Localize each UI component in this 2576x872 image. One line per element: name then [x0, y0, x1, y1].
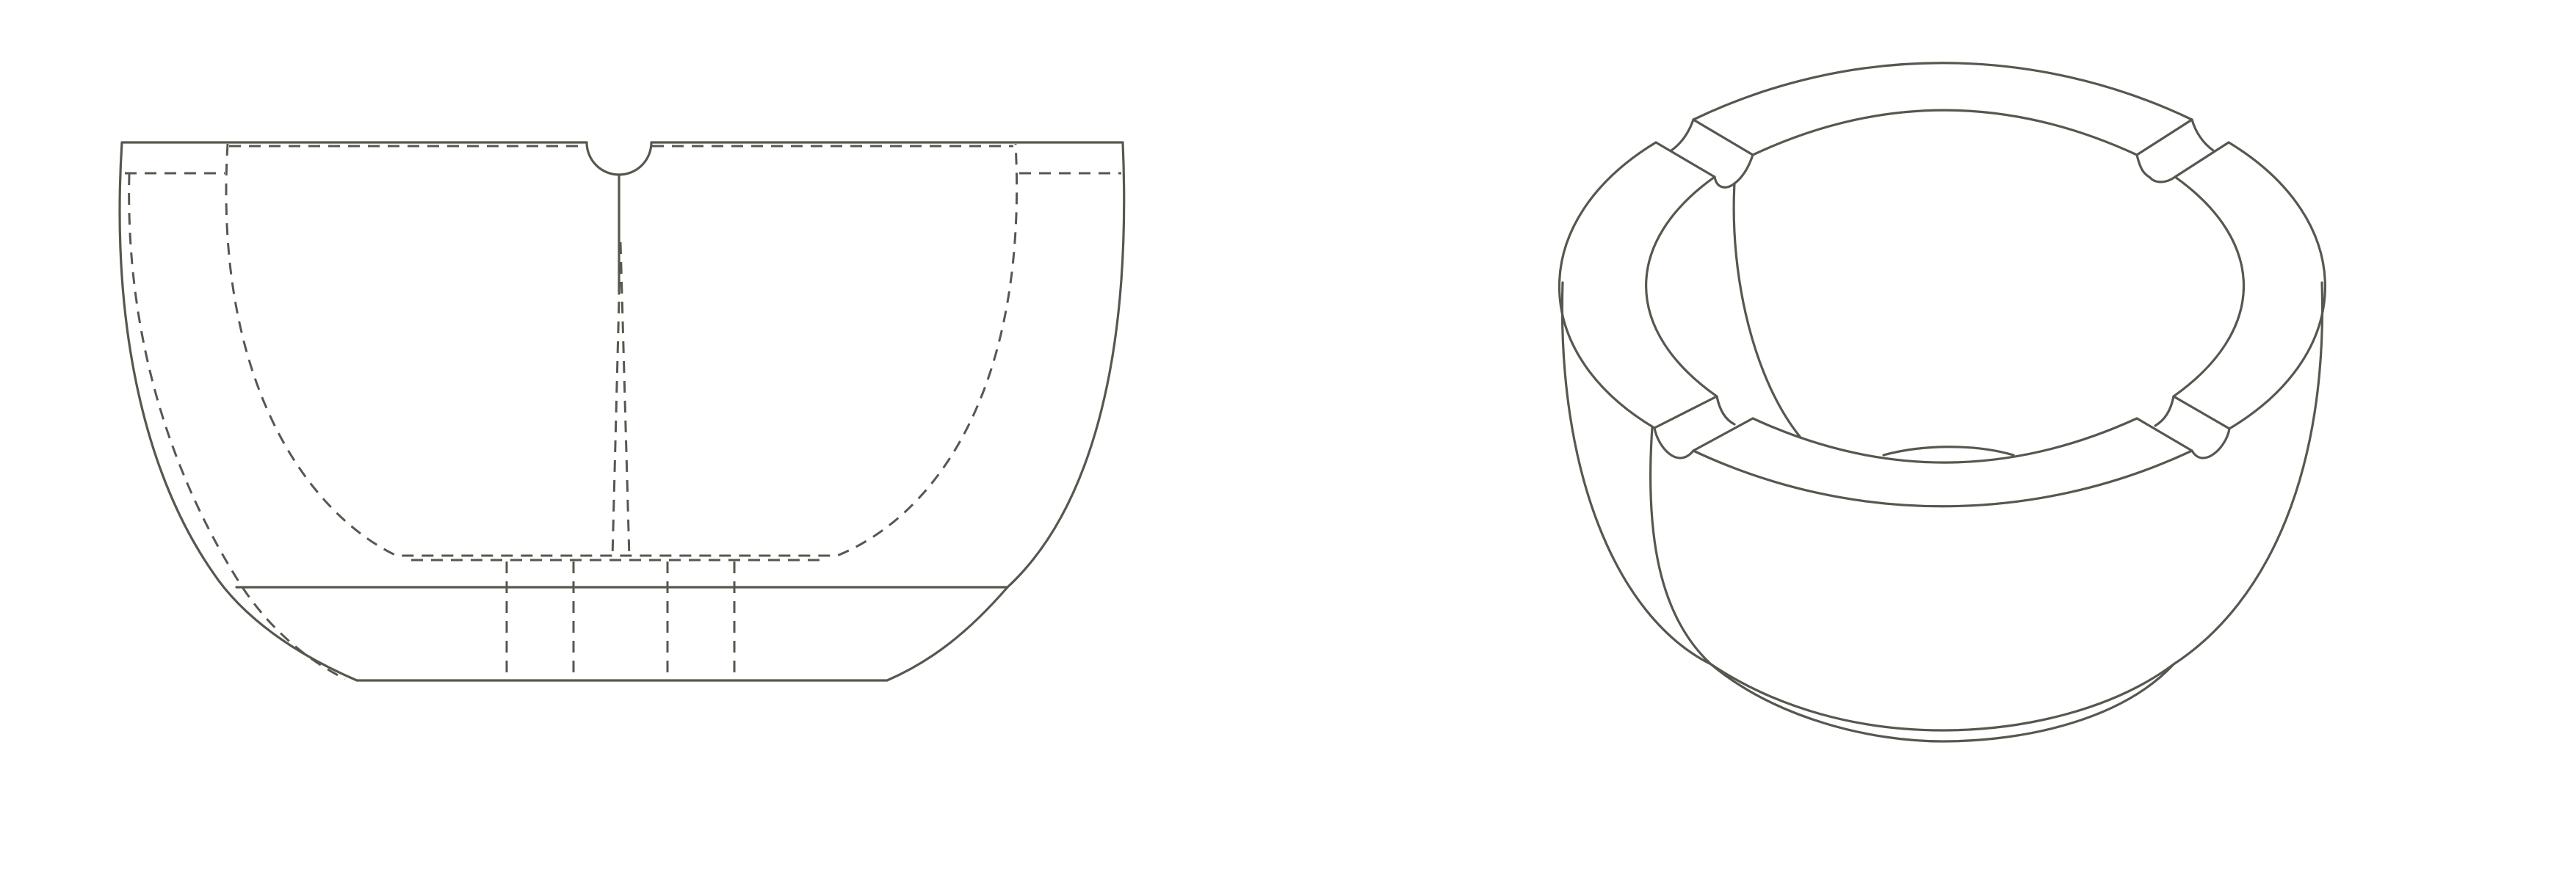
outer-wall-hidden-line	[128, 172, 346, 680]
front-section-view	[118, 141, 1126, 682]
notch-front-left	[1653, 395, 1754, 459]
notch-channel-hidden-line	[611, 241, 631, 559]
notch-front-right	[2135, 395, 2231, 459]
cavity-left-wall	[1732, 182, 1802, 439]
rim-inner-left	[1645, 175, 1718, 398]
rim-outer-front	[1692, 449, 2193, 508]
bowl-outline	[118, 141, 1126, 682]
rim-outer-back	[1692, 62, 2193, 121]
cavity-floor-arc	[1882, 446, 2015, 457]
notch-back-right	[2135, 118, 2230, 184]
rim-outer-right	[2227, 141, 2326, 430]
rim-inner-front	[1751, 417, 2138, 464]
body-left-inner-edge	[1649, 426, 1712, 666]
rim-inner-back	[1751, 109, 2138, 156]
rim-inner-right	[2172, 175, 2245, 398]
notch-back-left	[1654, 118, 1754, 189]
rim-outer-left	[1558, 141, 1657, 429]
perspective-view	[1558, 62, 2326, 743]
inner-cavity-hidden-line	[225, 143, 1019, 557]
body-outline	[1560, 281, 2324, 743]
bottom-edge	[1710, 663, 2175, 732]
